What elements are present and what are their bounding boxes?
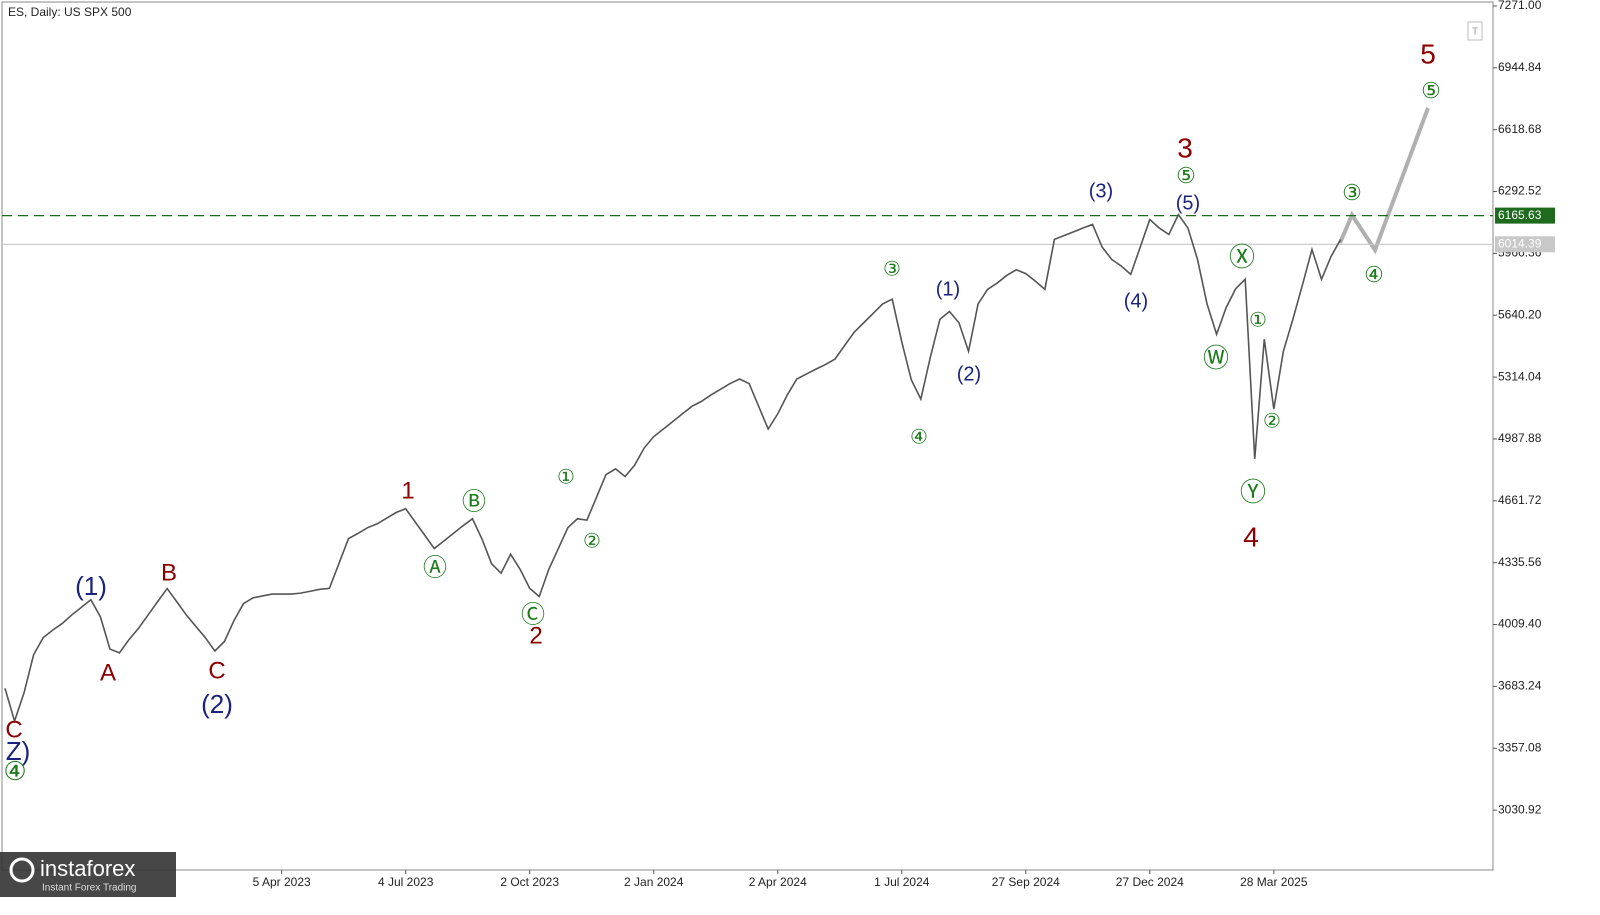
- level-label: 6014.39: [1498, 236, 1542, 250]
- wave-label: ②: [1263, 410, 1281, 432]
- wave-label: B: [161, 559, 177, 586]
- y-tick-label: 6292.52: [1498, 184, 1542, 198]
- x-tick-label: 2 Apr 2024: [749, 875, 807, 889]
- projection-path: [1338, 107, 1430, 255]
- y-tick-label: 6618.68: [1498, 122, 1542, 136]
- wave-label: ①: [557, 466, 575, 488]
- x-tick-label: 27 Sep 2024: [992, 875, 1060, 889]
- wave-label: (5): [1176, 192, 1200, 214]
- x-tick-label: 27 Dec 2024: [1116, 875, 1184, 889]
- logo-name: instaforex: [40, 856, 135, 881]
- wave-label: 2: [529, 622, 542, 649]
- wave-label: 1: [401, 477, 414, 504]
- y-tick-label: 7271.00: [1498, 0, 1542, 12]
- y-tick-label: 3030.92: [1498, 802, 1542, 816]
- price-line: [4, 213, 1342, 724]
- y-tick-label: 4661.72: [1498, 493, 1542, 507]
- level-label-box: [1495, 236, 1555, 253]
- level-label-box: [1495, 207, 1555, 224]
- wave-label: (1): [936, 278, 960, 300]
- wave-label: C: [5, 716, 22, 743]
- wave-label: ⑤: [1176, 163, 1196, 188]
- wave-label: Z): [6, 736, 31, 766]
- wave-label: Ⓑ: [462, 488, 486, 515]
- wave-label: (2): [957, 363, 981, 385]
- y-tick-label: 6944.84: [1498, 60, 1542, 74]
- toggle-icon: T: [1472, 27, 1478, 38]
- wave-label: (3): [1089, 180, 1113, 202]
- y-tick-label: 4009.40: [1498, 617, 1542, 631]
- x-tick-label: 5 Apr 2023: [253, 875, 311, 889]
- x-tick-label: 2 Oct 2023: [500, 875, 559, 889]
- wave-label: ⑤: [1421, 78, 1441, 103]
- wave-label: 5: [1420, 38, 1436, 69]
- wave-label: ④: [910, 426, 928, 448]
- wave-label: A: [100, 659, 116, 686]
- wave-label: ④: [1364, 262, 1384, 287]
- wave-label: ③: [1342, 180, 1362, 205]
- y-tick-label: 3357.08: [1498, 740, 1542, 754]
- wave-label: Ⓒ: [521, 601, 545, 628]
- x-tick-label: 1 Jul 2024: [874, 875, 930, 889]
- wave-label: ④: [3, 756, 26, 786]
- wave-label: Ⓦ: [1203, 343, 1229, 373]
- wave-label: ②: [583, 530, 601, 552]
- logo-icon: [9, 857, 35, 883]
- wave-label: ③: [883, 258, 901, 280]
- wave-label: Ⓨ: [1240, 477, 1266, 507]
- wave-label: C: [208, 657, 225, 684]
- x-tick-label: 4 Jul 2023: [378, 875, 434, 889]
- wave-label: 4: [1243, 521, 1259, 552]
- x-tick-label: 28 Mar 2025: [1240, 875, 1308, 889]
- wave-label: (2): [201, 689, 233, 719]
- y-tick-label: 4335.56: [1498, 555, 1542, 569]
- x-tick-label: 2 Jan 2024: [624, 875, 684, 889]
- wave-label: (1): [75, 571, 107, 601]
- plot-frame: [1, 1, 1494, 871]
- y-tick-label: 3683.24: [1498, 679, 1542, 693]
- chart-title: ES, Daily: US SPX 500: [8, 5, 132, 19]
- logo-box: [0, 852, 176, 897]
- wave-label: ①: [1249, 309, 1267, 331]
- wave-label: 3: [1177, 132, 1193, 163]
- logo: instaforex Instant Forex Trading: [0, 852, 176, 897]
- level-label: 6165.63: [1498, 208, 1542, 222]
- logo-tagline: Instant Forex Trading: [42, 883, 137, 894]
- y-tick-label: 5314.04: [1498, 369, 1542, 383]
- wave-label: Ⓐ: [423, 554, 447, 581]
- wave-label: Ⓧ: [1229, 242, 1255, 272]
- toggle-button[interactable]: [1467, 21, 1483, 41]
- y-tick-label: 5640.20: [1498, 307, 1542, 321]
- y-tick-label: 4987.88: [1498, 431, 1542, 445]
- wave-label: (4): [1124, 290, 1148, 312]
